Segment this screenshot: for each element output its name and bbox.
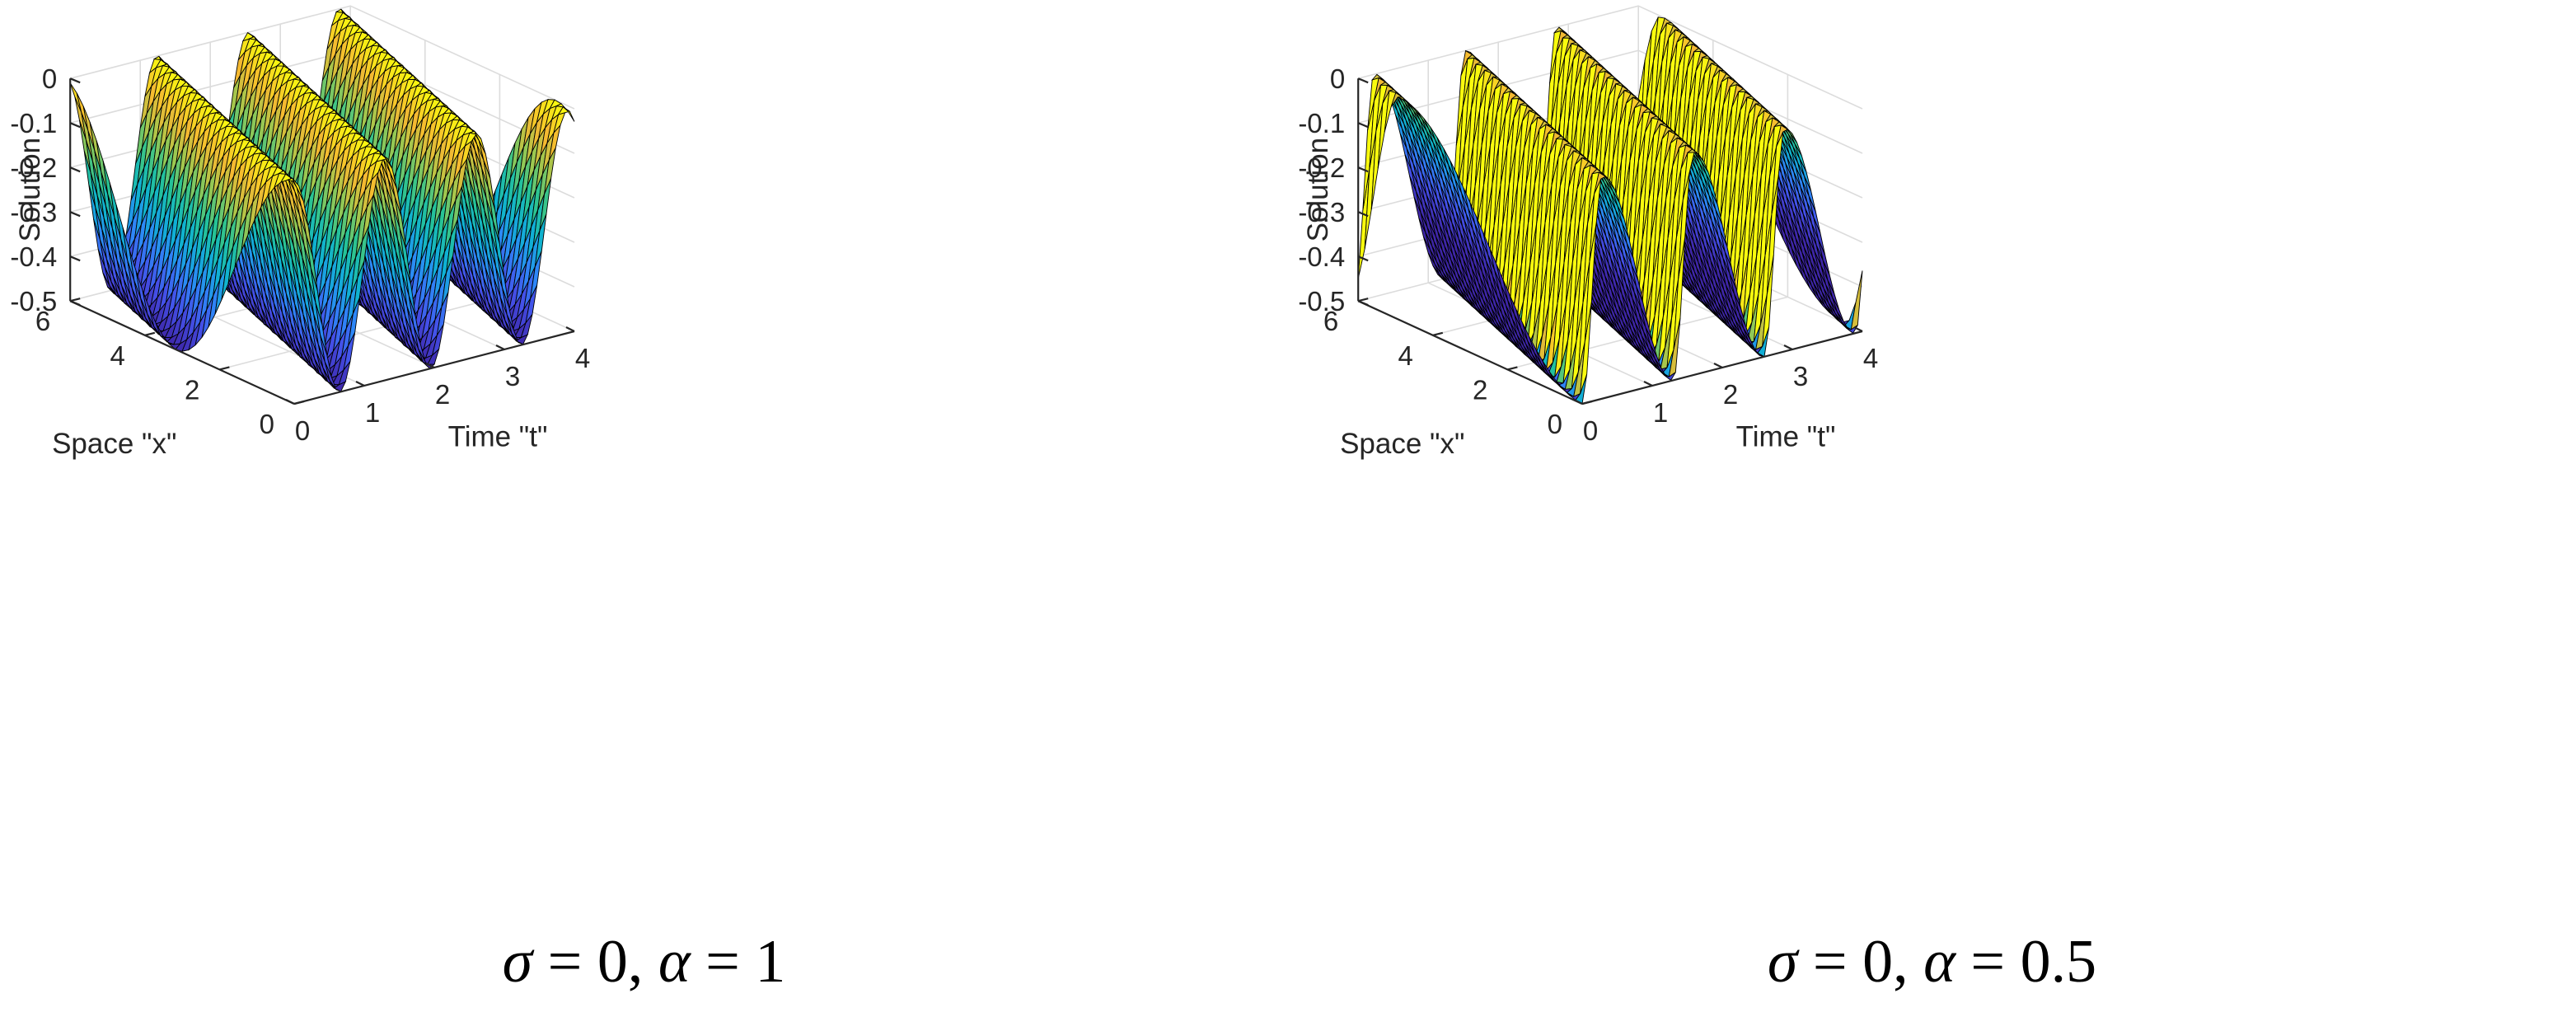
axes: 0 -0.1 -0.2 -0.3 -0.4 -0.5 0 1 2 3 4 0 2 4 6 Solution Ti…	[10, 63, 590, 460]
t-tick-label: 2	[1723, 379, 1738, 410]
z-tick	[69, 300, 81, 307]
z-tick	[69, 77, 81, 84]
x-tick-label: 0	[1548, 409, 1562, 439]
z-tick-label: -0.4	[1298, 241, 1345, 272]
x-tick	[144, 331, 156, 336]
surface-chart-left: 0 -0.1 -0.2 -0.3 -0.4 -0.5 0 1 2 3 4 0 2 4 6 Solution Ti…	[10, 5, 590, 460]
x-tick	[1507, 366, 1518, 371]
x-axis-line	[1357, 300, 1583, 405]
caption-sigma-relation: = 0,	[1797, 928, 1924, 996]
z-tick-label: -0.4	[10, 241, 57, 272]
surface-patch	[1850, 270, 1863, 330]
z-tick-label: 0	[42, 63, 57, 94]
z-tick-label: -0.5	[1298, 286, 1345, 316]
z-tick-label: 0	[1330, 63, 1345, 94]
t-tick-label: 4	[575, 343, 590, 373]
z-tick	[69, 122, 81, 129]
x-tick	[1581, 400, 1593, 405]
z-tick	[1357, 211, 1369, 218]
z-tick	[1357, 122, 1369, 129]
z-tick	[1357, 77, 1369, 84]
t-axis-label: Time "t"	[1736, 421, 1836, 453]
x-tick	[1432, 331, 1444, 336]
t-tick-label: 0	[295, 415, 310, 446]
z-tick-label: -0.3	[1298, 197, 1345, 227]
t-tick	[285, 399, 295, 405]
x-tick	[219, 366, 230, 371]
z-axis-label: Solution	[1302, 138, 1334, 241]
t-tick-label: 1	[365, 397, 380, 428]
x-tick-label: 4	[110, 340, 124, 371]
z-tick-label: -0.1	[10, 108, 57, 138]
t-tick	[1853, 326, 1863, 332]
z-axis-label: Solution	[14, 138, 46, 241]
caption-right: σ = 0, α = 0.5	[1288, 927, 2576, 997]
caption-alpha-symbol: α	[658, 928, 691, 996]
z-tick	[69, 255, 81, 262]
t-tick-label: 3	[1793, 361, 1808, 391]
caption-alpha-relation: = 0.5	[1955, 928, 2097, 996]
x-tick	[1357, 298, 1369, 302]
caption-alpha-symbol: α	[1923, 928, 1955, 996]
z-tick	[1357, 255, 1369, 262]
t-tick	[1573, 399, 1583, 405]
surface-chart-right: 0 -0.1 -0.2 -0.3 -0.4 -0.5 0 1 2 3 4 0 2 4 6 Solution Ti…	[1298, 5, 1878, 460]
x-axis-label: Space "x"	[52, 428, 176, 460]
caption-sigma-symbol: σ	[502, 928, 533, 996]
caption-sigma-symbol: σ	[1767, 928, 1798, 996]
t-tick-label: 0	[1583, 415, 1598, 446]
z-tick-label: -0.5	[10, 286, 57, 316]
t-tick	[495, 344, 505, 350]
t-tick-label: 4	[1863, 343, 1878, 373]
x-axis-label: Space "x"	[1340, 428, 1464, 460]
z-tick-label: -0.2	[1298, 152, 1345, 183]
surface-mesh	[1357, 16, 1863, 405]
x-tick-label: 6	[35, 306, 50, 336]
x-tick	[293, 400, 305, 405]
x-tick-label: 6	[1323, 306, 1338, 336]
x-tick	[69, 298, 81, 302]
surface-plot-left: 0 -0.1 -0.2 -0.3 -0.4 -0.5 0 1 2 3 4 0 2 4 6 Solution Ti…	[0, 5, 1288, 997]
t-tick	[565, 326, 575, 332]
t-tick	[355, 381, 365, 387]
surface-patch	[563, 106, 575, 122]
t-tick-label: 3	[505, 361, 520, 391]
z-tick	[1357, 300, 1369, 307]
t-tick-label: 2	[435, 379, 450, 410]
caption-left: σ = 0, α = 1	[0, 927, 1288, 997]
surface-plot-right: 0 -0.1 -0.2 -0.3 -0.4 -0.5 0 1 2 3 4 0 2 4 6 Solution Ti…	[1288, 0, 2576, 1017]
z-tick	[1357, 166, 1369, 173]
t-tick	[1713, 363, 1723, 368]
z-tick-label: -0.3	[10, 197, 57, 227]
floor-grid-line	[219, 296, 500, 371]
x-tick-label: 2	[1473, 374, 1487, 405]
z-tick	[69, 211, 81, 218]
t-tick	[425, 363, 435, 368]
t-tick	[1783, 344, 1793, 350]
x-axis-line	[69, 300, 295, 405]
t-tick	[1643, 381, 1653, 387]
t-axis-label: Time "t"	[448, 421, 548, 453]
axes: 0 -0.1 -0.2 -0.3 -0.4 -0.5 0 1 2 3 4 0 2 4 6 Solution Ti…	[1298, 63, 1878, 460]
x-tick-label: 4	[1398, 340, 1412, 371]
surface-mesh	[69, 8, 575, 392]
z-tick-label: -0.1	[1298, 108, 1345, 138]
x-tick-label: 2	[185, 374, 199, 405]
caption-sigma-relation: = 0,	[532, 928, 658, 996]
t-tick-label: 1	[1653, 397, 1668, 428]
z-tick-label: -0.2	[10, 152, 57, 183]
z-tick	[69, 166, 81, 173]
x-tick-label: 0	[260, 409, 274, 439]
caption-alpha-relation: = 1	[690, 928, 786, 996]
